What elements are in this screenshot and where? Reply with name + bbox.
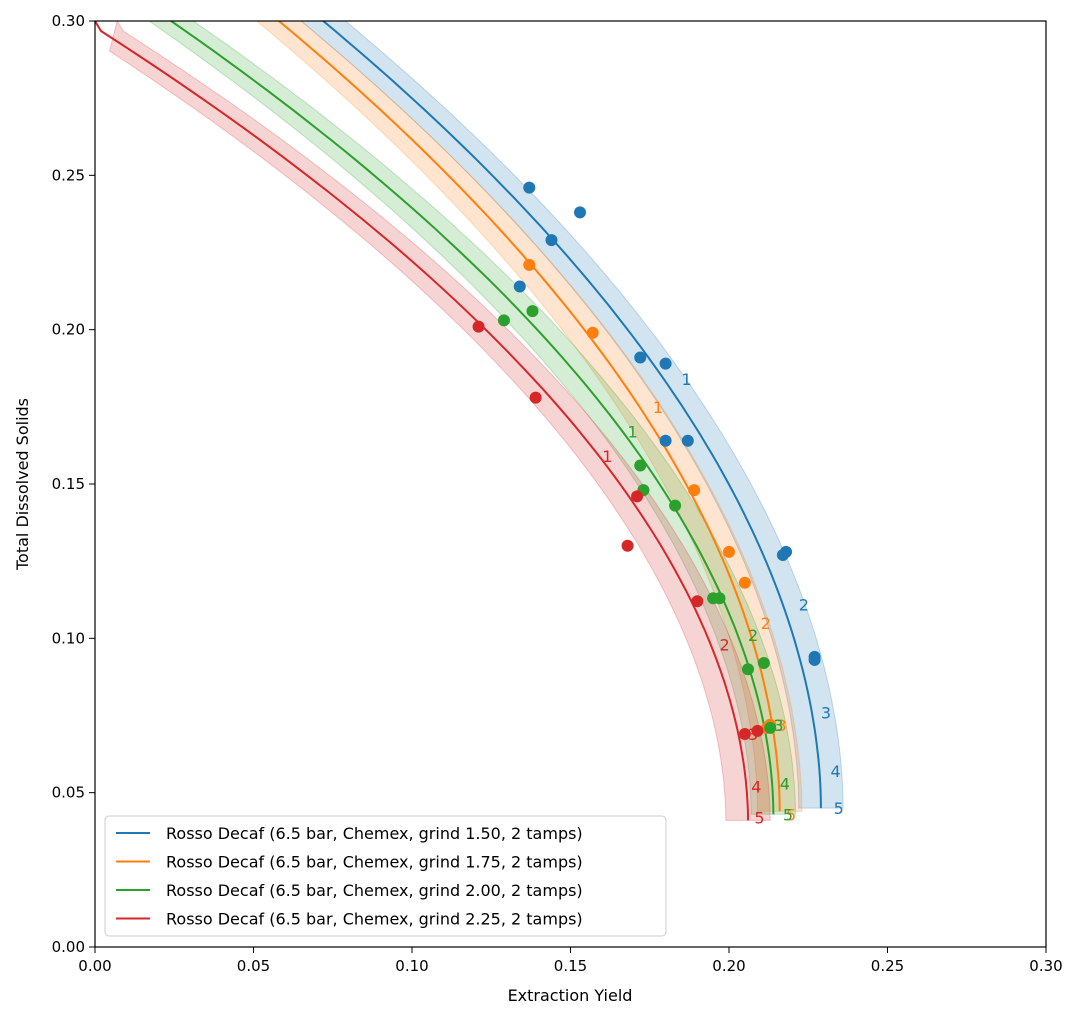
data-point bbox=[691, 595, 704, 608]
fit-curves bbox=[94, 20, 822, 821]
x-tick-label: 0.20 bbox=[712, 957, 745, 975]
data-point bbox=[738, 576, 751, 589]
data-point bbox=[634, 459, 647, 472]
legend-entry: Rosso Decaf (6.5 bar, Chemex, grind 1.50… bbox=[166, 824, 583, 843]
data-point bbox=[723, 545, 735, 558]
legend-entry: Rosso Decaf (6.5 bar, Chemex, grind 2.25… bbox=[166, 910, 583, 929]
y-tick-label: 0.25 bbox=[52, 166, 85, 184]
data-point bbox=[659, 434, 672, 447]
data-point bbox=[631, 490, 644, 503]
legend-box bbox=[104, 815, 667, 937]
data-point bbox=[681, 434, 694, 447]
legend: Rosso Decaf (6.5 bar, Chemex, grind 1.50… bbox=[104, 815, 667, 937]
data-point bbox=[688, 484, 701, 497]
legend-entry: Rosso Decaf (6.5 bar, Chemex, grind 2.00… bbox=[166, 881, 583, 900]
ratio-label: 4 bbox=[830, 762, 840, 781]
ratio-label: 5 bbox=[834, 799, 844, 818]
ratio-label: 1 bbox=[628, 423, 638, 442]
data-point bbox=[513, 280, 526, 293]
data-point bbox=[669, 499, 682, 512]
data-point bbox=[545, 234, 558, 247]
x-axis-ticks: 0.00 0.05 0.10 0.15 0.20 0.25 0.30 bbox=[78, 947, 1063, 975]
x-tick-label: 0.10 bbox=[395, 957, 428, 975]
data-point bbox=[751, 724, 764, 737]
data-point bbox=[574, 206, 587, 219]
data-point bbox=[472, 320, 485, 333]
ratio-label: 2 bbox=[748, 626, 758, 645]
y-axis-label: Total Dissolved Solids bbox=[13, 398, 32, 571]
data-point bbox=[634, 351, 647, 364]
ratio-label: 5 bbox=[754, 808, 764, 827]
x-tick-label: 0.15 bbox=[554, 957, 587, 975]
data-point bbox=[808, 653, 821, 666]
x-tick-label: 0.30 bbox=[1029, 957, 1062, 975]
x-axis-label: Extraction Yield bbox=[508, 986, 633, 1005]
fit-curve bbox=[322, 20, 822, 809]
ratio-label: 2 bbox=[719, 636, 729, 655]
data-point bbox=[529, 391, 542, 404]
ratio-label: 5 bbox=[783, 805, 793, 824]
confidence-band bbox=[108, 19, 771, 821]
ratio-label: 4 bbox=[780, 774, 790, 793]
fit-curve bbox=[170, 20, 775, 815]
data-points bbox=[472, 181, 821, 741]
y-tick-label: 0.05 bbox=[52, 784, 85, 802]
ratio-label: 1 bbox=[602, 447, 612, 466]
data-point bbox=[713, 592, 726, 605]
data-point bbox=[526, 305, 539, 318]
data-point bbox=[586, 326, 599, 339]
ratio-label: 3 bbox=[748, 725, 758, 744]
ratio-label: 2 bbox=[761, 614, 771, 633]
data-point bbox=[523, 181, 536, 194]
ratio-label: 3 bbox=[821, 703, 831, 722]
fit-curve bbox=[278, 20, 781, 812]
fit-curve bbox=[94, 20, 749, 821]
ratio-label: 5 bbox=[786, 805, 796, 824]
data-point bbox=[776, 548, 789, 561]
y-tick-label: 0.15 bbox=[52, 475, 85, 493]
data-point bbox=[738, 728, 751, 741]
y-tick-label: 0.10 bbox=[52, 629, 85, 647]
legend-entry: Rosso Decaf (6.5 bar, Chemex, grind 1.75… bbox=[166, 853, 583, 872]
x-tick-label: 0.05 bbox=[237, 957, 270, 975]
ratio-label: 1 bbox=[653, 398, 663, 417]
ratio-label: 1 bbox=[681, 370, 691, 389]
ratio-label: 4 bbox=[751, 777, 761, 796]
y-tick-label: 0.20 bbox=[52, 321, 85, 339]
x-tick-label: 0.00 bbox=[78, 957, 111, 975]
y-axis-ticks: 0.00 0.05 0.10 0.15 0.20 0.25 0.30 bbox=[52, 12, 95, 956]
data-point bbox=[757, 657, 770, 670]
data-point bbox=[621, 539, 634, 552]
data-point bbox=[659, 357, 672, 370]
data-point bbox=[764, 721, 777, 734]
y-tick-label: 0.00 bbox=[52, 938, 85, 956]
data-point bbox=[497, 314, 510, 327]
data-point bbox=[742, 663, 755, 676]
data-point bbox=[523, 258, 536, 271]
ratio-label: 3 bbox=[773, 716, 783, 735]
ratio-label: 2 bbox=[799, 595, 809, 614]
ratio-label: 4 bbox=[780, 774, 790, 793]
y-tick-label: 0.30 bbox=[52, 12, 85, 30]
ratio-label: 3 bbox=[777, 716, 787, 735]
x-tick-label: 0.25 bbox=[871, 957, 904, 975]
